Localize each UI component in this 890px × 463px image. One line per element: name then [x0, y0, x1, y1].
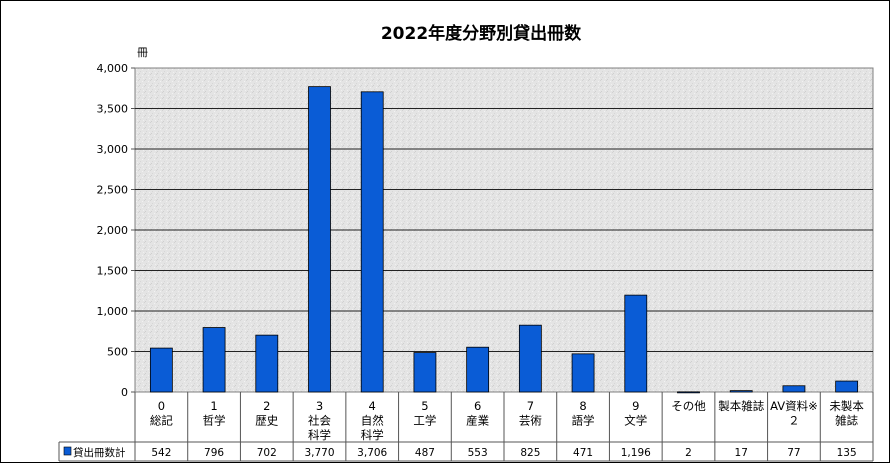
- bar: [677, 391, 700, 394]
- value-label: 3,770: [304, 447, 334, 459]
- chart-title: 2022年度分野別貸出冊数: [381, 23, 582, 44]
- value-label: 553: [468, 447, 488, 459]
- y-tick-label: 500: [107, 346, 128, 359]
- data-table: 0 総記 542 1 哲学 796 2 歴史 702 3 社会科学 3,770 4 自然科学 3,706 5 工…: [58, 392, 874, 462]
- y-tick-label: 2,000: [97, 224, 129, 237]
- value-label: 702: [257, 447, 277, 459]
- value-label: 17: [735, 447, 748, 459]
- bar: [360, 91, 384, 393]
- bar: [782, 385, 806, 393]
- value-label: 796: [204, 447, 224, 459]
- value-label: 77: [787, 447, 800, 459]
- bars: [149, 86, 859, 394]
- category-label: 2 歴史: [255, 399, 278, 428]
- value-label: 471: [573, 447, 593, 459]
- bar: [571, 353, 595, 393]
- value-label: 825: [520, 447, 540, 459]
- y-tick-label: 0: [121, 386, 128, 399]
- bar: [466, 346, 490, 393]
- y-tick-label: 1,000: [97, 305, 129, 318]
- bar: [202, 327, 226, 393]
- category-label: 8 語学: [572, 399, 595, 428]
- y-tick-label: 1,500: [97, 265, 129, 278]
- category-label: 7 芸術: [519, 399, 542, 428]
- y-axis-unit: 冊: [137, 46, 148, 59]
- bar: [255, 334, 279, 393]
- bar: [518, 324, 542, 393]
- bar: [149, 347, 173, 393]
- y-tick-label: 3,500: [97, 103, 129, 116]
- bar: [413, 352, 437, 393]
- y-axis-ticks: 0 500 1,000 1,500 2,000 2,500 3,000 3,500 4,000: [97, 62, 135, 399]
- category-label: 9 文学: [624, 399, 647, 428]
- category-label: 1 哲学: [203, 399, 226, 428]
- y-tick-label: 3,000: [97, 143, 129, 156]
- bar: [624, 294, 648, 393]
- value-label: 135: [837, 447, 857, 459]
- category-label: 4 自然科学: [361, 399, 384, 442]
- category-label: 0 総記: [150, 399, 173, 428]
- category-label: 3 社会科学: [308, 399, 331, 442]
- value-label: 1,196: [621, 447, 651, 459]
- bar: [729, 390, 753, 393]
- value-label: 542: [151, 447, 171, 459]
- category-label: 5 工学: [413, 399, 436, 428]
- category-label: AV資料※２: [770, 399, 818, 428]
- category-label: その他: [671, 399, 706, 413]
- y-tick-label: 4,000: [97, 62, 129, 75]
- category-label: 6 産業: [466, 399, 489, 428]
- category-label: 未製本雑誌: [829, 399, 864, 428]
- y-tick-label: 2,500: [97, 184, 129, 197]
- value-label: 2: [685, 447, 692, 459]
- legend-swatch: [63, 446, 72, 456]
- value-label: 487: [415, 447, 435, 459]
- category-label: 製本雑誌: [718, 399, 764, 413]
- bar: [308, 86, 331, 393]
- bar: [835, 380, 859, 393]
- legend-series-label: 貸出冊数計: [73, 446, 126, 459]
- value-label: 3,706: [357, 447, 387, 459]
